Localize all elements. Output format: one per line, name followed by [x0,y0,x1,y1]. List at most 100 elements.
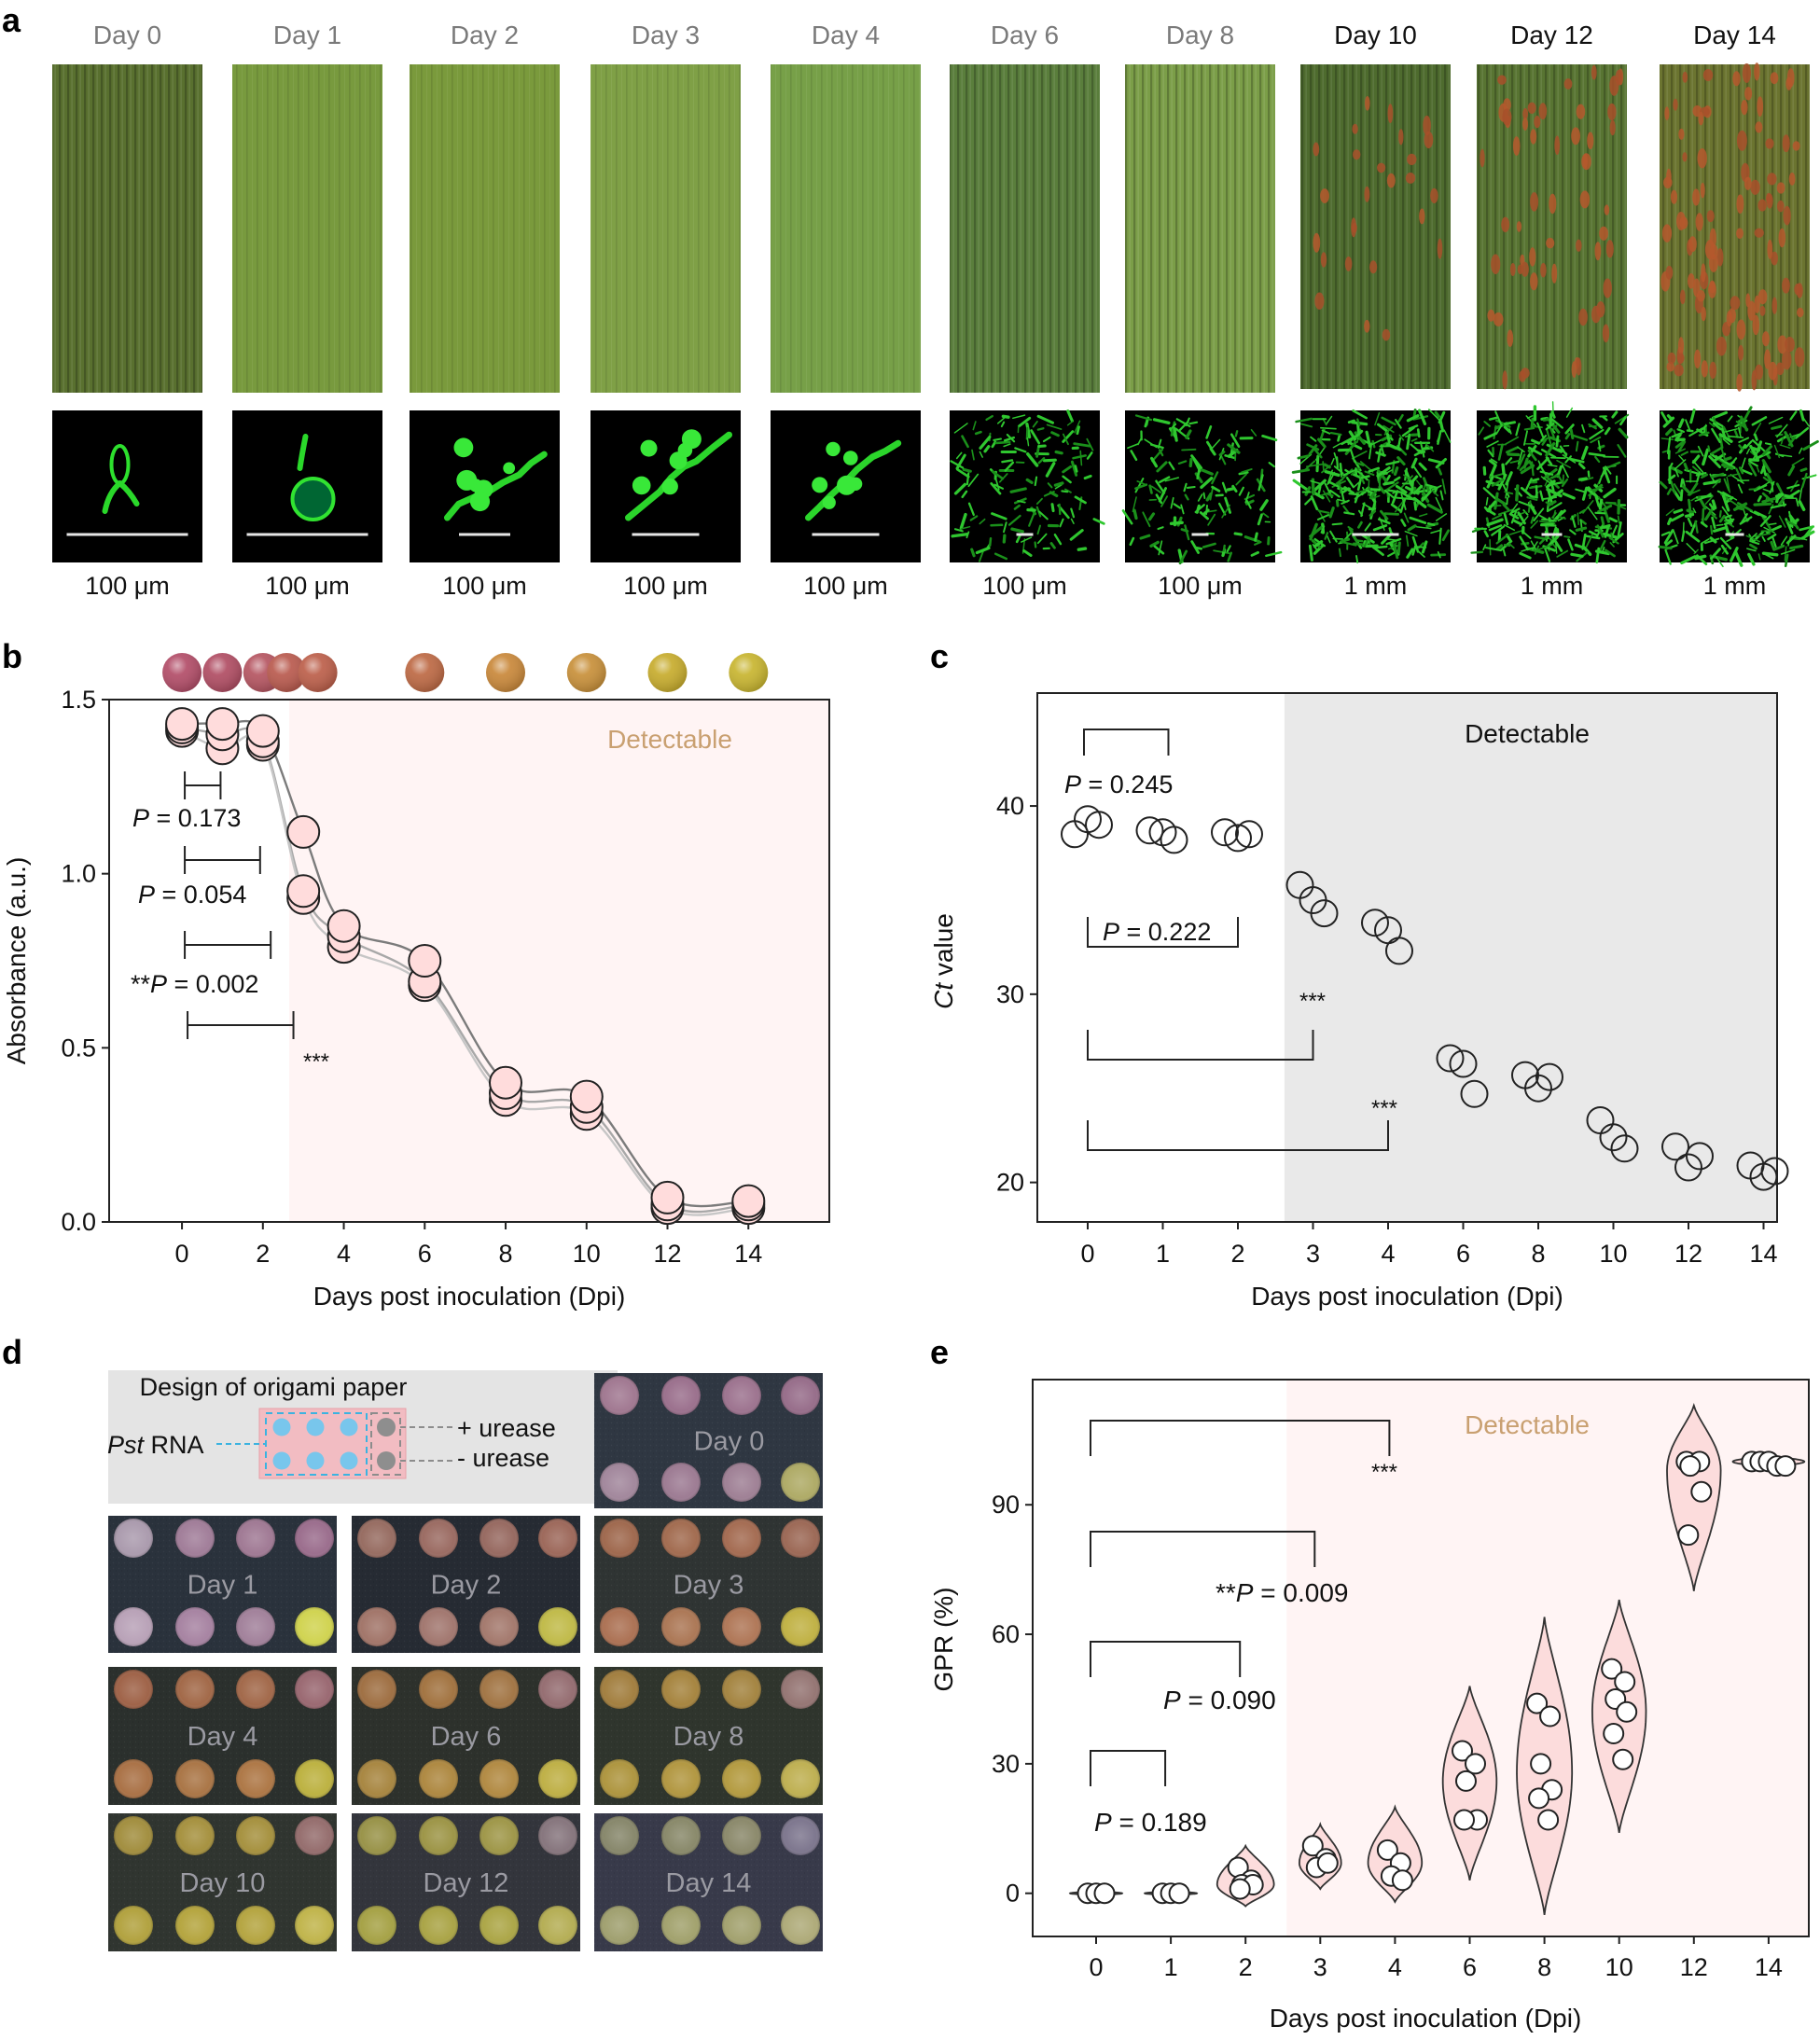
rust-pustule [1758,289,1768,304]
rust-pustule [1732,71,1740,86]
data-point [409,945,440,977]
spot-sheen [600,1906,639,1945]
tile-day-label: Day 3 [674,1571,744,1601]
rust-pustule [1785,337,1795,352]
y-tick-label: 30 [996,980,1024,1008]
mycelium [1390,529,1392,534]
bead-shine [486,653,525,692]
bead-shine [299,653,338,692]
mycelium [1517,486,1518,500]
spot-sheen [600,1463,639,1502]
rust-pustule [1487,310,1494,322]
rust-pustule [1682,152,1687,161]
rust-pustule [1738,345,1744,361]
tile-day-label: Day 1 [188,1571,258,1601]
spot-sheen [781,1376,820,1415]
rust-pustule [1576,240,1582,252]
x-tick-label: 10 [1599,1240,1627,1268]
rust-pustule [1785,77,1792,90]
spot-sheen [357,1519,396,1558]
day-label: Day 6 [991,21,1059,49]
stars: ** [131,970,151,998]
hyphal-body [826,442,840,456]
spot-sheen [295,1519,334,1558]
rust-pustule [1502,108,1511,125]
x-tick-label: 2 [1230,1240,1244,1268]
rust-pustule [1607,104,1616,120]
rust-pustule [1767,240,1772,259]
rust-pustule [1755,365,1763,380]
p-value: = 0.002 [167,970,258,998]
rust-pustule [1587,132,1593,150]
mycelium [1696,556,1705,558]
rust-pustule [1387,173,1396,188]
hyphal-body [503,463,515,475]
rust-pustule [1707,210,1715,222]
day-label: Day 12 [1510,21,1593,49]
mycelium [1062,491,1067,492]
x-tick-label: 1 [1156,1240,1170,1268]
x-axis-label: Days post inoculation (Dpi) [313,1282,626,1311]
spot-sheen [600,1519,639,1558]
hyphal-body [837,476,856,495]
mycelium [1525,428,1534,429]
rust-pustule [1419,209,1424,225]
mycelium [1190,459,1191,465]
bead-shine [729,653,768,692]
spot-sheen [781,1670,820,1709]
mycelium [1340,482,1341,493]
mycelium [1385,514,1398,515]
spot-sheen [114,1519,153,1558]
rust-pustule [1664,106,1669,120]
scale-label: 100 μm [623,572,708,600]
spot-sheen [479,1670,519,1709]
detectable-region [289,700,829,1222]
data-point [1529,1788,1549,1808]
rust-pustule [1571,127,1580,145]
mycelium [1688,500,1690,511]
rust-pustule [1676,212,1686,230]
mycelium [1333,523,1342,524]
rust-pustule [1407,154,1416,165]
x-tick-label: 12 [1674,1240,1702,1268]
mycelium [1035,543,1036,548]
spore [293,479,334,520]
x-tick-label: 4 [337,1240,351,1268]
data-point [1613,1750,1632,1769]
rust-pustule [1577,104,1586,119]
rust-pustule [1377,163,1385,173]
spot-sheen [236,1906,275,1945]
spot-sheen [538,1670,577,1709]
data-point [1678,1525,1698,1545]
mycelium [1681,491,1682,500]
spot-sheen [357,1906,396,1945]
mycelium [1602,518,1604,524]
mycelium [1368,480,1369,495]
rust-pustule [1502,370,1507,389]
x-tick-label: 14 [734,1240,762,1268]
mycelium [1687,515,1693,517]
bead-shine [567,653,606,692]
rust-pustule [1737,319,1746,340]
spot-sheen [479,1759,519,1798]
tile-day-label: Day 14 [666,1868,752,1898]
rust-pustule [1764,349,1771,368]
mycelium [1415,503,1416,510]
mycelium [1472,552,1483,553]
spot-sheen [538,1906,577,1945]
rust-pustule [1540,263,1547,278]
rust-pustule [1767,173,1776,185]
data-point [1230,1880,1250,1899]
mycelium [1056,452,1062,453]
rust-pustule [1743,63,1751,83]
rust-pustule [1353,149,1360,160]
day-label: Day 3 [632,21,700,49]
mycelium [1038,428,1044,429]
spot-sheen [600,1759,639,1798]
mycelium [1432,555,1445,556]
mycelium [1418,430,1419,437]
p-symbol: P [138,881,155,909]
spot-sheen [781,1816,820,1855]
spot-sheen [357,1759,396,1798]
spot-sheen [781,1607,820,1646]
